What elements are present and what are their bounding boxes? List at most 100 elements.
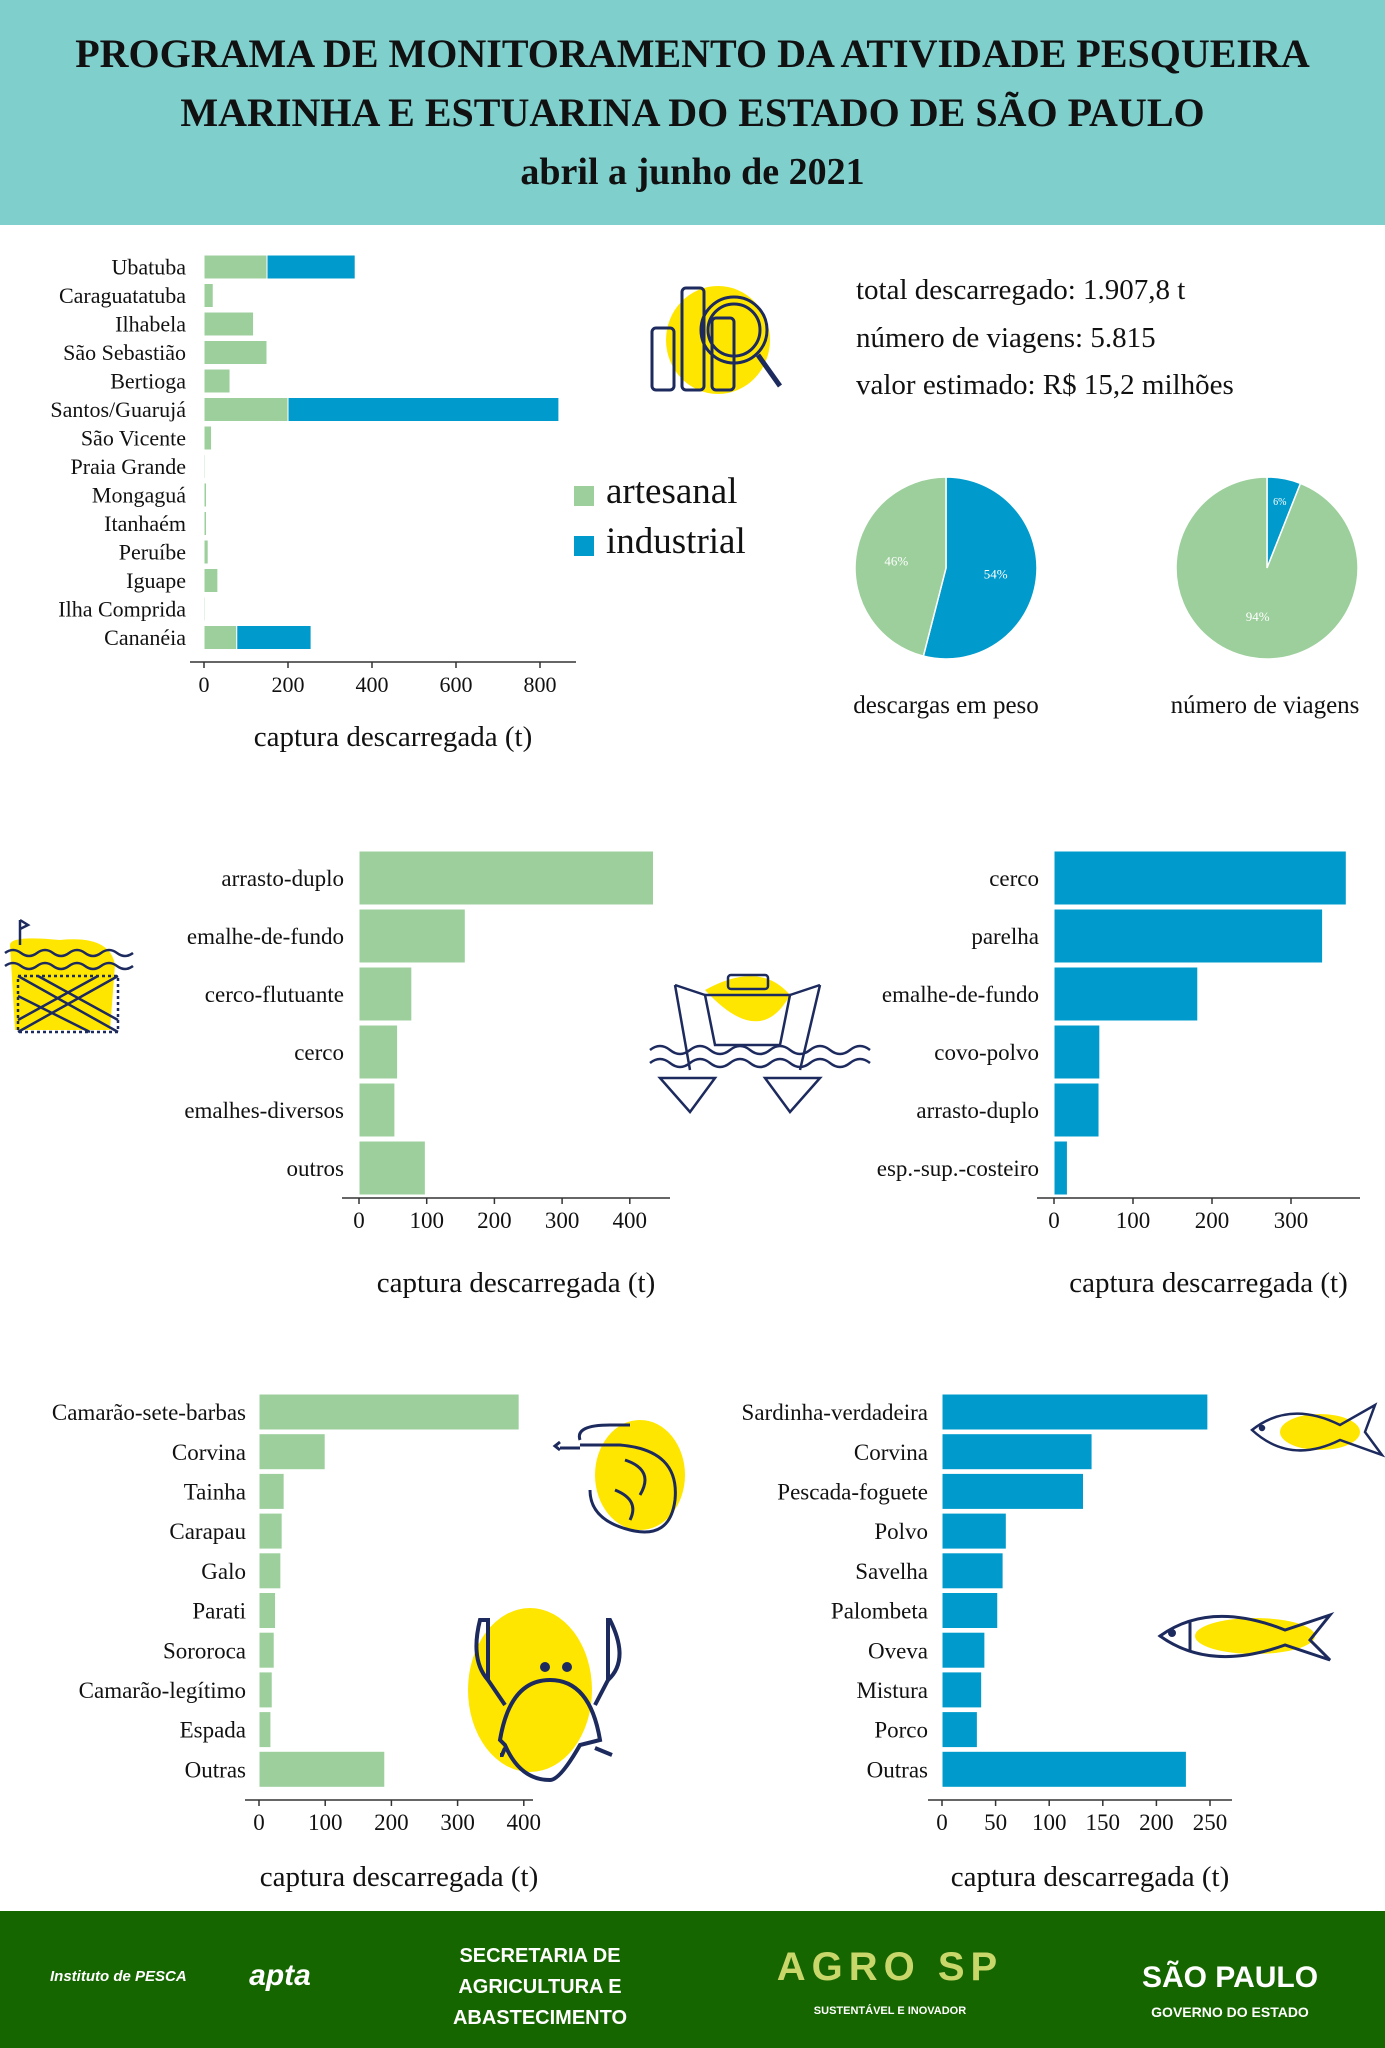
category-label: cerco (294, 1040, 344, 1065)
bar-artesanal (203, 425, 213, 451)
category-label: São Sebastião (63, 340, 186, 365)
pie-title-peso: descargas em peso (853, 692, 1039, 719)
category-label: Mongaguá (92, 483, 186, 508)
x-axis-title: captura descarregada (t) (951, 1861, 1230, 1893)
category-label: Santos/Guarujá (50, 397, 186, 422)
x-tick-label: 150 (1086, 1810, 1121, 1835)
secretaria-line: AGRICULTURA E (458, 1976, 622, 1998)
bar-artesanal (258, 1393, 520, 1431)
bar-artesanal (358, 908, 466, 964)
x-tick-label: 400 (507, 1810, 542, 1835)
category-label: São Vicente (81, 426, 186, 451)
bar-industrial (266, 254, 356, 280)
category-label: Parati (192, 1599, 246, 1624)
legend-label-industrial: industrial (606, 521, 746, 562)
category-label: Mistura (856, 1678, 928, 1703)
bar-artesanal (203, 511, 208, 536)
sardine-fish-icon (1250, 1402, 1385, 1458)
legend-swatch-industrial (574, 536, 594, 556)
bar-industrial (941, 1472, 1085, 1510)
category-label: esp.-sup.-costeiro (877, 1156, 1039, 1181)
pie-slice-label: 46% (884, 554, 908, 569)
bar-industrial (1053, 908, 1324, 964)
fishing-net-icon (4, 918, 134, 1034)
header-banner: PROGRAMA DE MONITORAMENTO DA ATIVIDADE P… (0, 0, 1385, 225)
bar-artesanal (258, 1631, 275, 1669)
category-label: Savelha (855, 1559, 928, 1584)
x-axis-title: captura descarregada (t) (377, 1267, 656, 1299)
category-label: Cananéia (104, 625, 186, 650)
shrimp-icon (552, 1420, 685, 1534)
governo-estado-label: GOVERNO DO ESTADO (1151, 2004, 1309, 2020)
x-tick-label: 200 (477, 1208, 512, 1233)
category-label: Iguape (126, 568, 186, 593)
category-label: emalhe-de-fundo (882, 982, 1039, 1007)
bar-industrial (1053, 966, 1199, 1022)
x-tick-label: 400 (356, 672, 389, 697)
category-label: Galo (201, 1559, 246, 1584)
category-label: Pescada-foguete (777, 1479, 928, 1504)
category-label: covo-polvo (934, 1040, 1039, 1065)
x-tick-label: 400 (613, 1208, 648, 1233)
sao-paulo-logo: SÃO PAULO (1141, 1961, 1319, 1994)
category-label: Sororoca (163, 1638, 246, 1663)
category-label: Ubatuba (111, 255, 186, 280)
bar-artesanal (203, 340, 268, 365)
bar-artesanal (258, 1552, 282, 1590)
crab-icon (468, 1608, 622, 1783)
x-tick-label: 100 (1032, 1810, 1067, 1835)
bar-artesanal (203, 368, 231, 394)
x-tick-label: 100 (1116, 1208, 1151, 1233)
apta-logo: apta (249, 1959, 311, 1992)
category-label: Sardinha-verdadeira (742, 1400, 928, 1425)
bar-artesanal (358, 966, 413, 1022)
bar-artesanal (203, 539, 209, 565)
pie-slice-artesanal (854, 476, 947, 658)
secretaria-logo: SECRETARIA DE AGRICULTURA E ABASTECIMENT… (430, 1941, 650, 2034)
bar-artesanal (358, 1140, 426, 1196)
bar-industrial (1053, 1024, 1101, 1080)
bar-artesanal (203, 625, 238, 650)
bar-industrial (236, 625, 312, 650)
category-label: parelha (971, 924, 1039, 949)
agro-sp-logo: AGRO SP (776, 1945, 1004, 1989)
bar-artesanal (258, 1671, 273, 1709)
category-label: Carapau (169, 1519, 246, 1544)
bar-artesanal (203, 311, 255, 337)
x-tick-label: 200 (272, 672, 305, 697)
category-label: Palombeta (831, 1599, 928, 1624)
bar-artesanal (358, 1024, 399, 1080)
bar-artesanal (358, 1082, 396, 1138)
bar-artesanal (258, 1750, 386, 1788)
bar-industrial (1053, 1140, 1068, 1196)
trawler-boat-icon (649, 973, 871, 1114)
bar-industrial (941, 1671, 983, 1709)
category-label: arrasto-duplo (221, 866, 344, 891)
x-axis-title: captura descarregada (t) (254, 721, 533, 753)
x-tick-label: 200 (1139, 1810, 1174, 1835)
legend-swatch-artesanal (574, 486, 594, 506)
x-tick-label: 200 (374, 1810, 409, 1835)
x-tick-label: 50 (984, 1810, 1007, 1835)
bar-artesanal (203, 397, 289, 422)
category-label: Outras (185, 1757, 246, 1782)
x-tick-label: 250 (1193, 1810, 1228, 1835)
category-label: outros (287, 1156, 345, 1181)
bar-artesanal (203, 283, 214, 308)
category-label: Ilha Comprida (58, 597, 186, 622)
category-label: cerco (989, 866, 1039, 891)
x-tick-label: 300 (440, 1810, 475, 1835)
x-tick-label: 200 (1195, 1208, 1230, 1233)
category-label: emalhe-de-fundo (187, 924, 344, 949)
pie-slice-industrial (922, 476, 1038, 660)
category-label: Polvo (874, 1519, 928, 1544)
x-tick-label: 600 (440, 672, 473, 697)
category-label: Peruíbe (119, 540, 186, 565)
bar-artesanal (203, 482, 208, 508)
category-label: Oveva (868, 1638, 928, 1663)
category-label: Espada (180, 1718, 246, 1743)
x-tick-label: 300 (1274, 1208, 1309, 1233)
category-label: cerco-flutuante (205, 982, 344, 1007)
bar-artesanal (203, 568, 219, 593)
